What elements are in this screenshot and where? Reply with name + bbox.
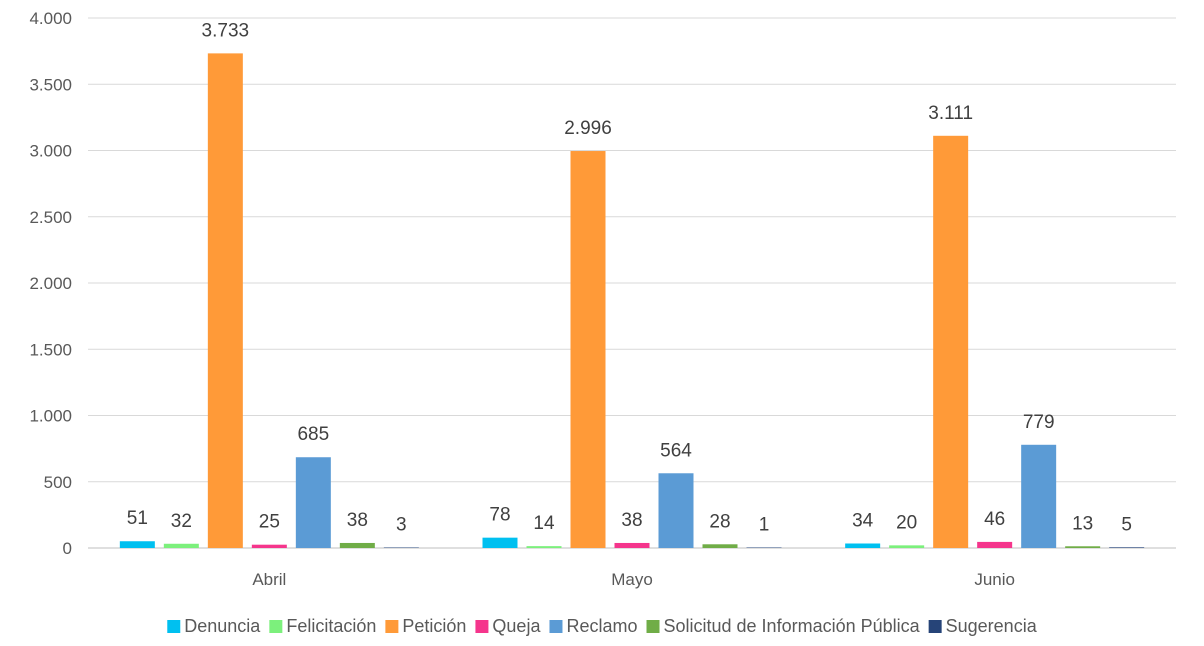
y-axis: 0 500 1.000 1.500 2.000 2.500 3.000 3.500 4.000: [29, 9, 72, 558]
legend-item-reclamo[interactable]: Reclamo: [549, 616, 638, 636]
bar-denuncia-junio[interactable]: [845, 543, 881, 548]
bars: [119, 53, 1145, 549]
legend-label: Queja: [492, 616, 541, 636]
data-label: 2.996: [564, 118, 612, 139]
data-label: 25: [259, 512, 280, 533]
data-label: 14: [533, 513, 555, 534]
bar-queja-mayo[interactable]: [614, 542, 650, 548]
bar-queja-junio[interactable]: [977, 541, 1013, 548]
legend-item-denuncia[interactable]: Denuncia: [167, 616, 261, 636]
bar-petici-n-abril[interactable]: [207, 53, 243, 548]
x-category-label: Mayo: [611, 570, 653, 589]
data-label: 38: [621, 510, 642, 531]
data-label: 13: [1072, 513, 1093, 534]
data-label: 3.733: [202, 20, 250, 41]
bar-reclamo-abril[interactable]: [295, 457, 331, 548]
legend-item-petici-n[interactable]: Petición: [385, 616, 466, 636]
bar-denuncia-abril[interactable]: [119, 541, 155, 548]
legend-swatch: [928, 620, 942, 633]
legend-item-solicitud-de-informaci-n-p-blica[interactable]: Solicitud de Información Pública: [646, 616, 921, 636]
y-tick-label: 3.500: [29, 75, 72, 94]
bar-solicitud-de-informaci-n-p-blica-mayo[interactable]: [702, 544, 738, 548]
bar-solicitud-de-informaci-n-p-blica-junio[interactable]: [1065, 546, 1101, 548]
data-label: 20: [896, 512, 917, 533]
legend-label: Denuncia: [184, 616, 261, 636]
bar-sugerencia-abril[interactable]: [383, 547, 419, 549]
legend-item-queja[interactable]: Queja: [475, 616, 541, 636]
bar-solicitud-de-informaci-n-p-blica-abril[interactable]: [339, 542, 375, 548]
bar-petici-n-mayo[interactable]: [570, 151, 606, 548]
data-labels: 51 32 3.733 25 685 38 3 78 14 2.996 38 564 28 1 34 20 3.…: [127, 20, 1132, 535]
y-tick-label: 1.000: [29, 407, 72, 426]
data-label: 46: [984, 509, 1005, 530]
x-axis: Abril Mayo Junio: [252, 570, 1015, 589]
y-tick-label: 3.000: [29, 142, 72, 161]
data-label: 779: [1023, 412, 1055, 433]
data-label: 1: [759, 515, 770, 536]
gridlines: [88, 17, 1176, 549]
data-label: 38: [347, 510, 368, 531]
data-label: 3: [396, 515, 407, 536]
y-tick-label: 2.500: [29, 208, 72, 227]
data-label: 78: [489, 505, 510, 526]
bar-reclamo-junio[interactable]: [1021, 444, 1057, 548]
legend-swatch: [475, 620, 489, 633]
bar-felicitaci-n-abril[interactable]: [163, 543, 199, 548]
y-tick-label: 4.000: [29, 9, 72, 28]
legend-label: Solicitud de Información Pública: [664, 616, 921, 636]
legend-swatch: [549, 620, 563, 633]
legend-label: Sugerencia: [946, 616, 1038, 636]
x-category-label: Abril: [252, 570, 286, 589]
data-label: 5: [1121, 514, 1132, 535]
bar-sugerencia-mayo[interactable]: [746, 547, 782, 549]
data-label: 51: [127, 508, 148, 529]
legend[interactable]: Denuncia Felicitación Petición Queja Reclamo…: [167, 616, 1038, 636]
bar-sugerencia-junio[interactable]: [1109, 547, 1145, 548]
legend-label: Reclamo: [566, 616, 637, 636]
legend-swatch: [646, 620, 660, 633]
legend-item-felicitaci-n[interactable]: Felicitación: [269, 616, 376, 636]
bar-reclamo-mayo[interactable]: [658, 473, 694, 548]
y-tick-label: 500: [44, 473, 72, 492]
bar-denuncia-mayo[interactable]: [482, 537, 518, 548]
bar-felicitaci-n-junio[interactable]: [889, 545, 925, 548]
legend-swatch: [269, 620, 283, 633]
y-tick-label: 2.000: [29, 274, 72, 293]
data-label: 28: [709, 511, 730, 532]
x-category-label: Junio: [974, 570, 1015, 589]
legend-swatch: [167, 620, 181, 633]
bar-petici-n-junio[interactable]: [933, 135, 969, 549]
legend-item-sugerencia[interactable]: Sugerencia: [928, 616, 1038, 636]
legend-swatch: [385, 620, 399, 633]
data-label: 32: [171, 511, 192, 532]
data-label: 3.111: [928, 103, 973, 124]
y-tick-label: 1.500: [29, 340, 72, 359]
bar-felicitaci-n-mayo[interactable]: [526, 546, 562, 548]
data-label: 34: [852, 510, 874, 531]
bar-queja-abril[interactable]: [251, 544, 287, 548]
legend-label: Felicitación: [286, 616, 376, 636]
legend-label: Petición: [402, 616, 466, 636]
data-label: 564: [660, 440, 692, 461]
data-label: 685: [297, 424, 329, 445]
y-tick-label: 0: [63, 539, 72, 558]
